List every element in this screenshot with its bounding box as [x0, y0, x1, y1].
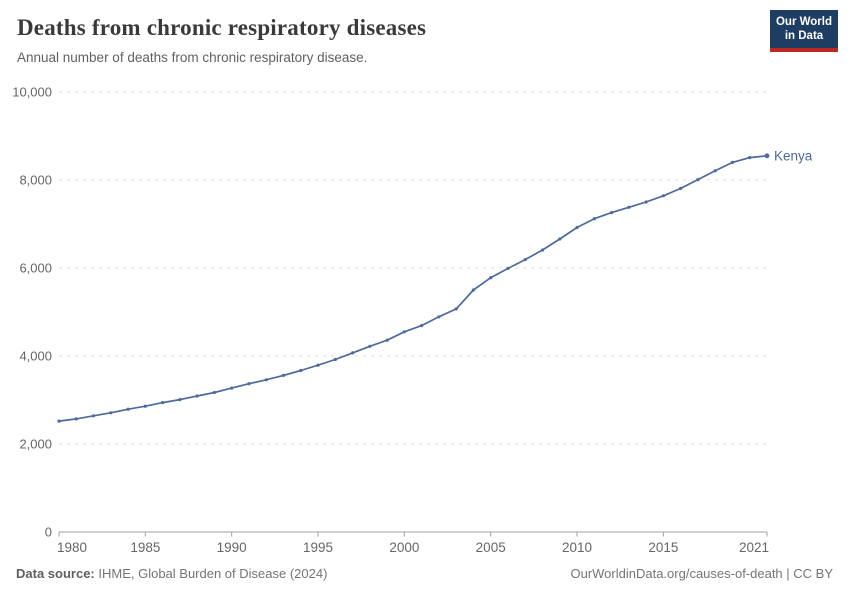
- data-point-2019: [730, 160, 735, 164]
- owid-logo-line1: Our World: [775, 15, 832, 28]
- data-point-1982: [91, 414, 96, 418]
- data-point-2005: [489, 276, 493, 280]
- data-point-1996: [333, 357, 337, 362]
- owid-logo-box: Our World in Data: [770, 10, 838, 48]
- data-point-1983: [109, 411, 113, 415]
- data-point-1991: [247, 382, 251, 386]
- data-point-1998: [368, 344, 372, 348]
- data-point-1994: [299, 368, 303, 373]
- data-point-1999: [385, 338, 389, 342]
- chart-header: Deaths from chronic respiratory diseases…: [17, 14, 750, 65]
- data-point-2016: [679, 186, 683, 190]
- data-point-2009: [558, 237, 562, 241]
- data-point-1990: [230, 386, 234, 390]
- data-point-2010: [575, 225, 579, 230]
- data-point-1984: [126, 407, 130, 411]
- data-point-2001: [420, 324, 424, 328]
- line-chart[interactable]: 0 2,000 4,000 6,000 8,000 10,000 1980 1985 1990 1…: [0, 80, 850, 560]
- series-line-kenya: [58, 154, 768, 422]
- data-point-1997: [351, 351, 355, 355]
- x-tick-label-2021: 2021: [739, 540, 769, 555]
- data-point-2018: [713, 169, 717, 173]
- data-point-1989: [212, 390, 216, 395]
- page-title: Deaths from chronic respiratory diseases: [17, 15, 427, 40]
- y-tick-label-4000: 4,000: [19, 349, 52, 364]
- owid-logo-line2: in Data: [784, 30, 824, 42]
- data-point-1993: [281, 373, 286, 377]
- data-point-2007: [523, 258, 527, 262]
- owid-logo[interactable]: Our World in Data: [770, 10, 838, 52]
- plot-area[interactable]: 0 2,000 4,000 6,000 8,000 10,000 1980 1985 1990 1…: [0, 80, 850, 560]
- data-point-1980: [57, 419, 61, 423]
- data-point-1988: [195, 394, 199, 398]
- y-tick-label-6000: 6,000: [19, 261, 52, 276]
- data-point-2003: [454, 307, 458, 311]
- data-point-2012: [610, 211, 614, 215]
- data-source-label: Data source:: [16, 566, 95, 581]
- credit-link[interactable]: OurWorldinData.org/causes-of-death | CC …: [570, 566, 833, 581]
- x-tick-label-2010: 2010: [562, 540, 592, 555]
- chart-subtitle: Annual number of deaths from chronic res…: [17, 49, 368, 65]
- data-point-1992: [264, 378, 268, 382]
- x-tick-label-2005: 2005: [476, 540, 506, 555]
- data-point-1987: [178, 398, 182, 402]
- x-tick-label-2000: 2000: [389, 540, 419, 555]
- data-point-1986: [161, 401, 165, 405]
- x-tick-label-2015: 2015: [648, 540, 678, 555]
- y-tick-label-0: 0: [45, 525, 52, 540]
- data-source-note: Data source: IHME, Global Burden of Dise…: [16, 566, 327, 581]
- data-source-text: IHME, Global Burden of Disease (2024): [94, 566, 328, 581]
- entity-label: Kenya: [774, 148, 813, 163]
- x-tick-label-1980: 1980: [57, 540, 87, 555]
- data-point-2020: [748, 156, 752, 160]
- data-point-2006: [506, 266, 510, 270]
- y-tick-label-8000: 8,000: [19, 173, 52, 188]
- data-point-2000: [402, 330, 406, 334]
- x-tick-label-1985: 1985: [130, 540, 160, 555]
- chart-footer: Data source: IHME, Global Burden of Dise…: [16, 566, 833, 581]
- data-point-2015: [661, 194, 666, 198]
- y-tick-label-10000: 10,000: [12, 85, 52, 100]
- data-point-2014: [644, 200, 648, 204]
- data-point-1995: [316, 363, 320, 367]
- data-point-2013: [627, 205, 631, 209]
- y-tick-label-2000: 2,000: [19, 437, 52, 452]
- data-point-2011: [592, 217, 596, 221]
- data-point-2002: [437, 315, 441, 319]
- data-point-2017: [696, 178, 700, 182]
- x-tick-label-1995: 1995: [303, 540, 333, 555]
- data-point-2021: [764, 153, 770, 159]
- data-point-1985: [143, 404, 147, 408]
- x-tick-label-1990: 1990: [217, 540, 247, 555]
- data-point-2008: [540, 248, 545, 252]
- data-point-2004: [471, 288, 475, 292]
- data-point-1981: [74, 417, 78, 421]
- owid-logo-stripe: [770, 48, 838, 52]
